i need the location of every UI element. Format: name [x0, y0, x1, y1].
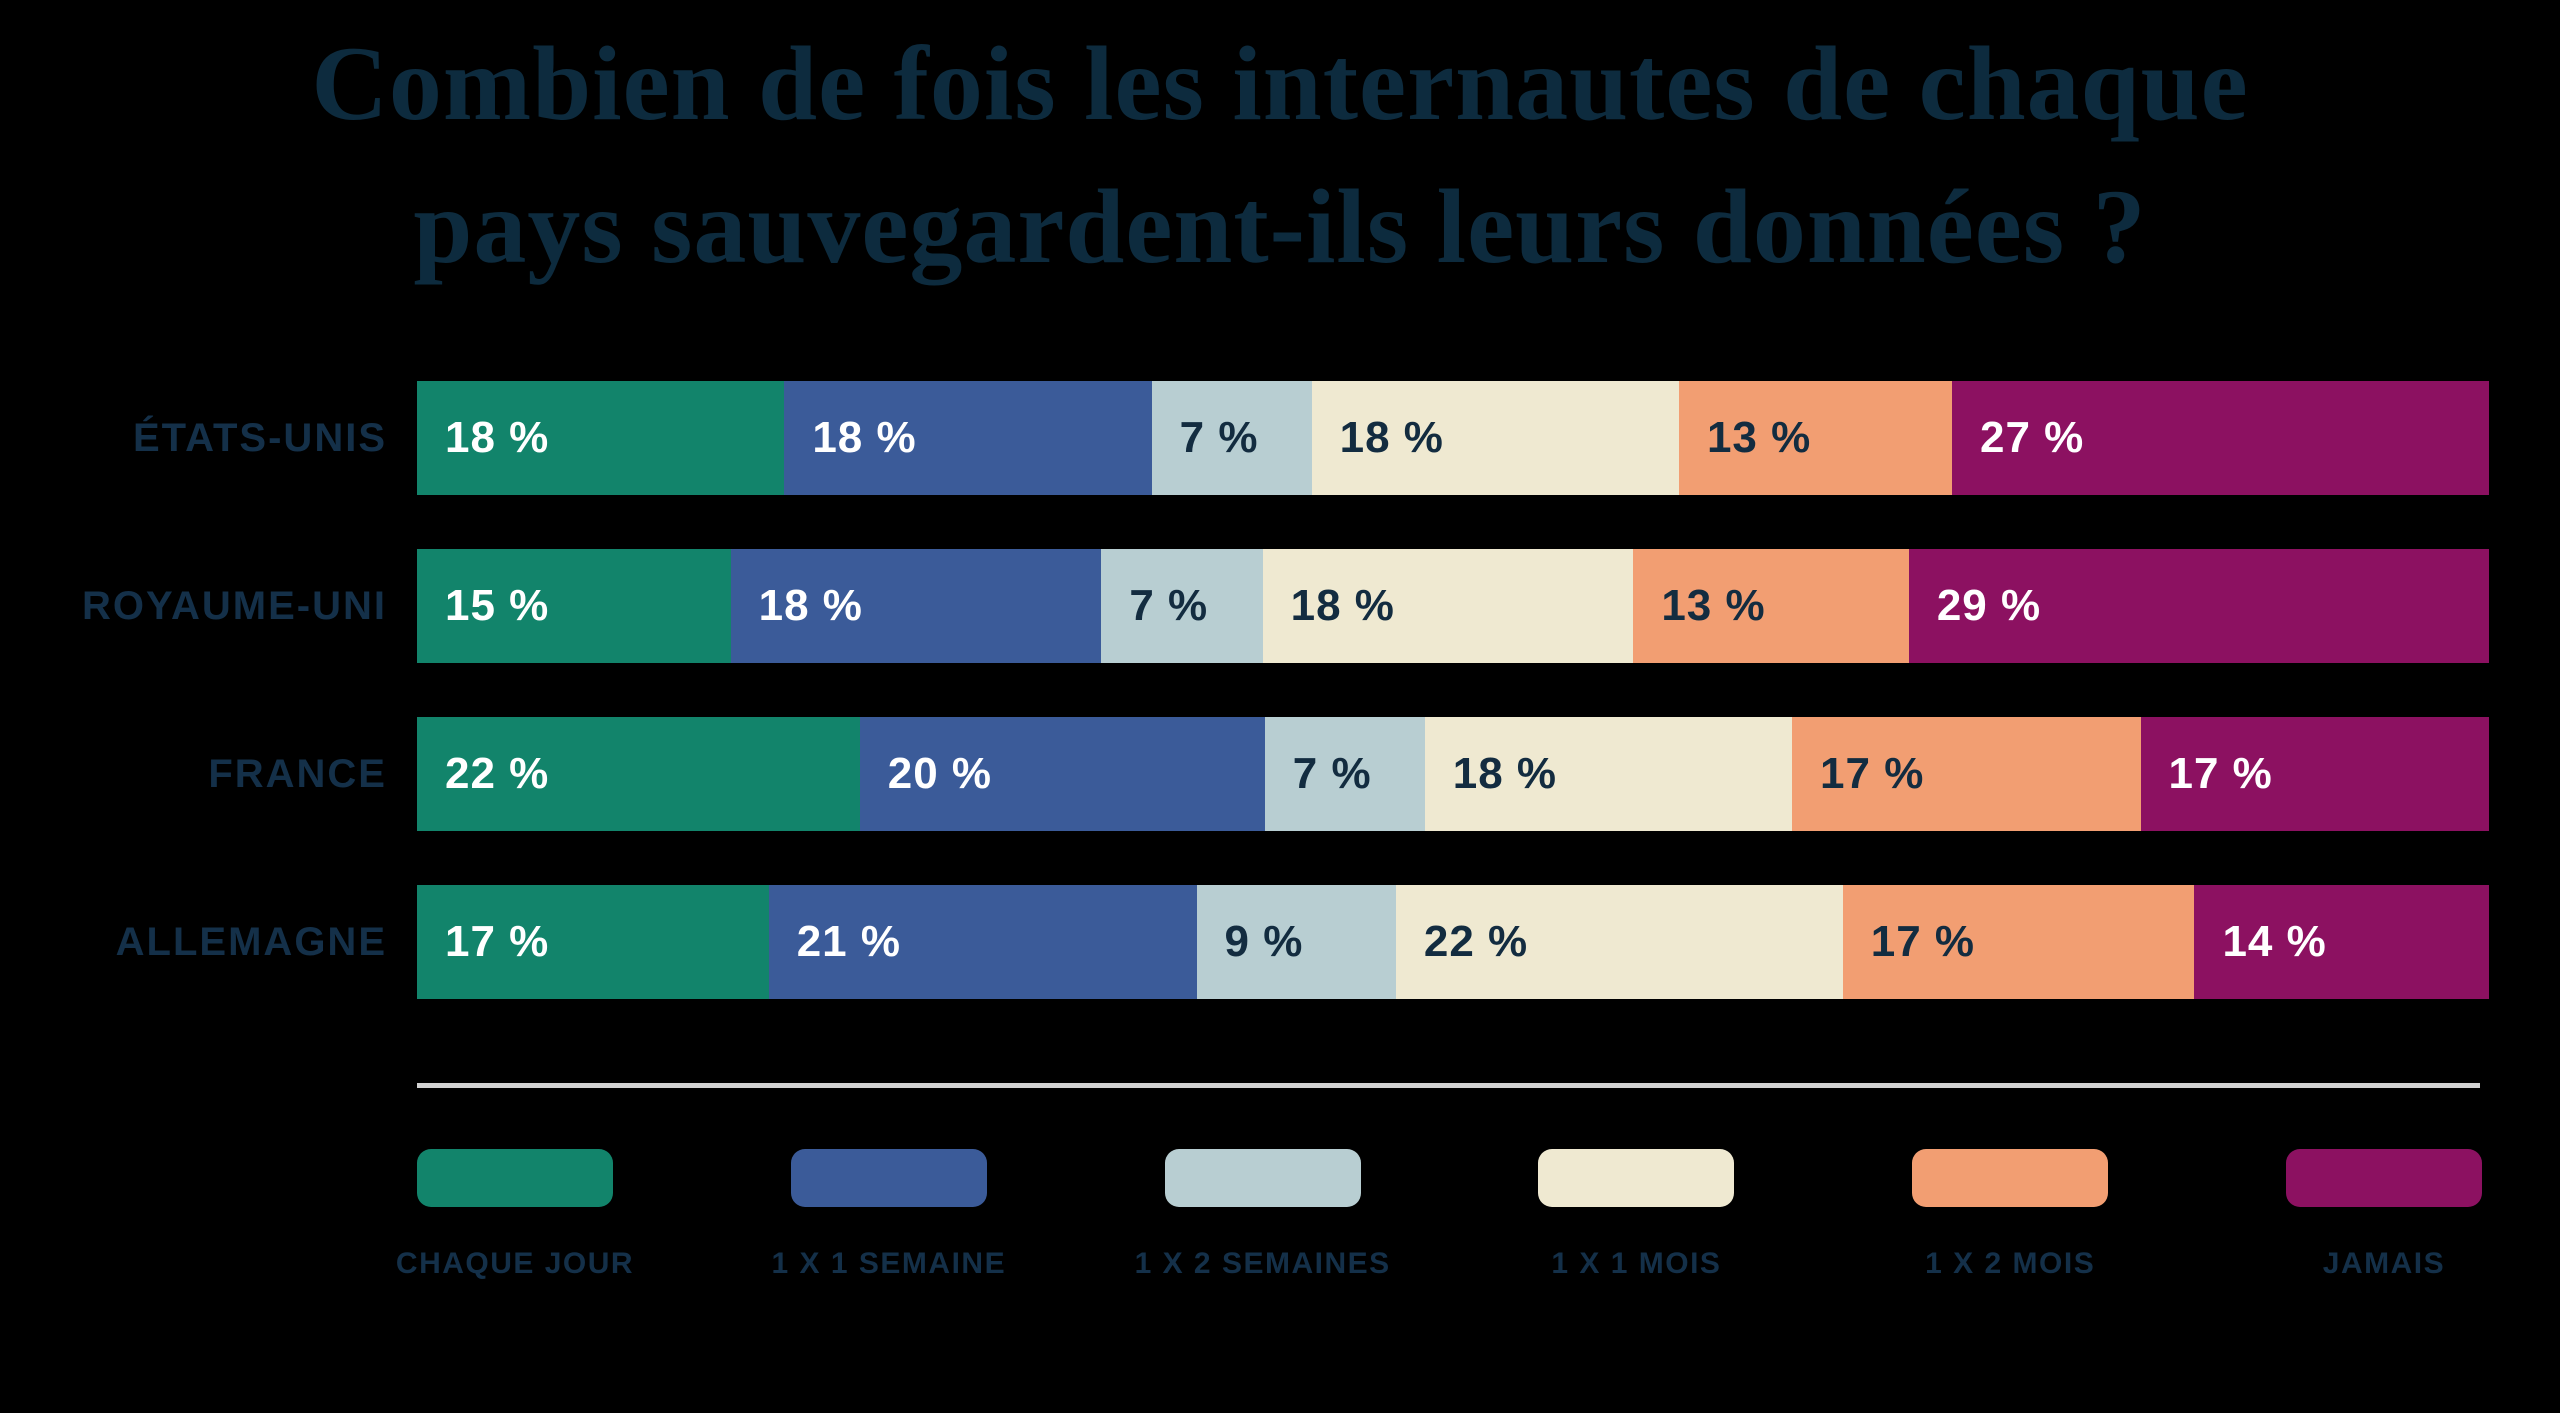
legend-color-swatch — [417, 1149, 613, 1207]
bar-segment: 17 % — [417, 885, 769, 999]
bar-row: FRANCE 22 % 20 % 7 % 18 % 17 % 17 % — [0, 717, 2560, 831]
legend-item: JAMAIS — [2285, 1149, 2482, 1281]
legend-label: 1 X 1 MOIS — [1551, 1247, 1722, 1280]
bar-segment: 18 % — [417, 381, 785, 495]
country-label: ROYAUME-UNI — [82, 583, 387, 628]
bar-segment: 20 % — [859, 717, 1265, 831]
bar-segment: 17 % — [1842, 885, 2195, 999]
segment-value-label: 18 % — [1339, 413, 1444, 462]
bar-segment: 18 % — [784, 381, 1152, 495]
bar-segment: 18 % — [1262, 549, 1634, 663]
stacked-bar: 15 % 18 % 7 % 18 % 13 % 29 % — [417, 549, 2489, 663]
chart-title-line2: pays sauvegardent-ils leurs données ? — [413, 168, 2147, 286]
bar-segment: 22 % — [417, 717, 860, 831]
bar-segment: 18 % — [730, 549, 1102, 663]
stacked-bar: 18 % 18 % 7 % 18 % 13 % 27 % — [417, 381, 2489, 495]
segment-value-label: 7 % — [1292, 749, 1372, 798]
bar-segment: 29 % — [1908, 549, 2489, 663]
legend-color-swatch — [790, 1149, 987, 1207]
legend-label: JAMAIS — [2322, 1247, 2446, 1280]
bar-segment: 13 % — [1678, 381, 1952, 495]
segment-value-label: 18 % — [758, 581, 863, 630]
bar-segment: 17 % — [2140, 717, 2489, 831]
segment-value-label: 27 % — [1980, 413, 2085, 462]
bar-segment: 17 % — [1792, 717, 2141, 831]
segment-value-label: 9 % — [1224, 917, 1304, 966]
stacked-bar: 17 % 21 % 9 % 22 % 17 % 14 % — [417, 885, 2490, 999]
legend-color-swatch — [1912, 1149, 2109, 1207]
segment-value-label: 13 % — [1661, 581, 1766, 630]
country-label: ALLEMAGNE — [115, 919, 387, 964]
bar-segment: 18 % — [1424, 717, 1793, 831]
bar-segment: 15 % — [417, 549, 731, 663]
country-label: FRANCE — [208, 751, 387, 796]
bar-segment: 18 % — [1311, 381, 1679, 495]
legend-item: CHAQUE JOUR — [396, 1149, 633, 1281]
country-label: ÉTATS-UNIS — [132, 415, 387, 460]
bar-row: ROYAUME-UNI 15 % 18 % 7 % 18 % 13 % 29 % — [0, 549, 2560, 663]
legend-item: 1 X 2 MOIS — [1912, 1149, 2109, 1281]
bar-segment: 13 % — [1633, 549, 1909, 663]
segment-value-label: 18 % — [812, 413, 917, 462]
segment-value-label: 22 % — [445, 749, 550, 798]
segment-value-label: 18 % — [445, 413, 550, 462]
bar-segment: 27 % — [1952, 381, 2489, 495]
segment-value-label: 17 % — [445, 917, 550, 966]
legend-item: 1 X 2 SEMAINES — [1135, 1149, 1389, 1281]
segment-value-label: 15 % — [445, 581, 550, 630]
bar-segment: 21 % — [768, 885, 1197, 999]
segment-value-label: 29 % — [1936, 581, 2042, 630]
bar-segment: 14 % — [2194, 885, 2490, 999]
segment-value-label: 7 % — [1179, 413, 1259, 462]
legend-color-swatch — [1538, 1149, 1735, 1207]
stacked-bar: 22 % 20 % 7 % 18 % 17 % 17 % — [417, 717, 2489, 831]
bar-segment: 7 % — [1151, 381, 1312, 495]
legend-label: 1 X 2 SEMAINES — [1134, 1247, 1391, 1280]
legend-item: 1 X 1 MOIS — [1538, 1149, 1735, 1281]
legend-label: 1 X 1 SEMAINE — [771, 1247, 1007, 1280]
segment-value-label: 7 % — [1129, 581, 1209, 630]
bar-segment: 7 % — [1264, 717, 1425, 831]
bar-row: ALLEMAGNE 17 % 21 % 9 % 22 % 17 % 14 % — [0, 885, 2560, 999]
bar-row: ÉTATS-UNIS 18 % 18 % 7 % 18 % 13 % 27 % — [0, 381, 2560, 495]
legend-label: CHAQUE JOUR — [395, 1247, 635, 1280]
legend-label: 1 X 2 MOIS — [1925, 1247, 2096, 1280]
segment-value-label: 18 % — [1290, 581, 1395, 630]
chart-legend: CHAQUE JOUR 1 X 1 SEMAINE 1 X 2 SEMAINES 1 … — [396, 1149, 2482, 1281]
legend-color-swatch — [2285, 1149, 2482, 1207]
segment-value-label: 20 % — [887, 749, 993, 798]
legend-color-swatch — [1164, 1149, 1361, 1207]
legend-divider-line — [417, 1083, 2480, 1088]
segment-value-label: 17 % — [2168, 749, 2273, 798]
bar-segment: 22 % — [1395, 885, 1843, 999]
segment-value-label: 14 % — [2222, 917, 2327, 966]
segment-value-label: 17 % — [1870, 917, 1976, 966]
segment-value-label: 18 % — [1452, 749, 1558, 798]
bar-segment: 7 % — [1101, 549, 1263, 663]
segment-value-label: 17 % — [1820, 749, 1925, 798]
bar-segment: 9 % — [1196, 885, 1396, 999]
legend-item: 1 X 1 SEMAINE — [772, 1149, 1005, 1281]
segment-value-label: 21 % — [796, 917, 901, 966]
chart-title: Combien de fois les internautes de chaqu… — [0, 12, 2560, 298]
chart-title-line1: Combien de fois les internautes de chaqu… — [311, 25, 2249, 142]
segment-value-label: 13 % — [1706, 413, 1812, 462]
segment-value-label: 22 % — [1423, 917, 1529, 966]
stacked-bar-chart: ÉTATS-UNIS 18 % 18 % 7 % 18 % 13 % 27 % ROYAUME… — [0, 381, 2560, 1053]
